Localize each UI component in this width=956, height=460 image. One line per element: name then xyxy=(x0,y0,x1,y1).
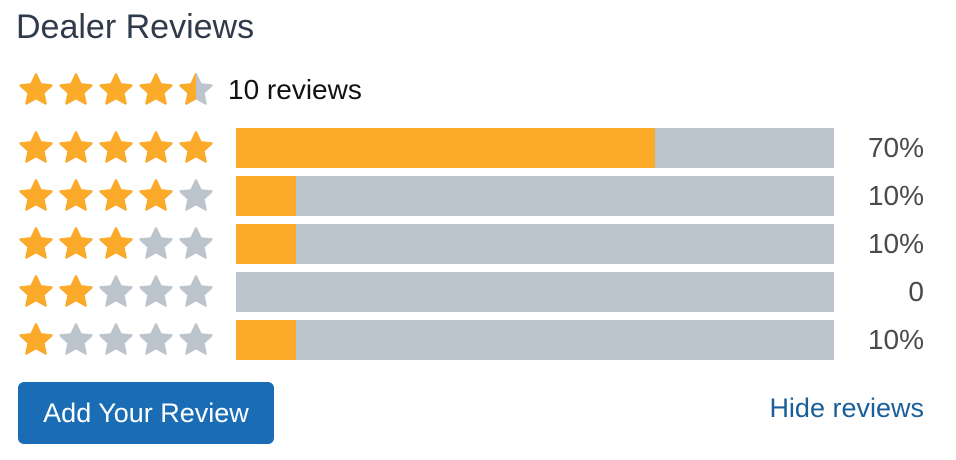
row-star-rating xyxy=(18,274,214,310)
star-empty-icon xyxy=(99,275,133,307)
rating-percentage: 0 xyxy=(908,276,924,307)
star-empty-icon xyxy=(59,323,93,355)
rating-row-1-star: 10% xyxy=(18,318,938,366)
star-empty-icon xyxy=(139,323,173,355)
star-filled-icon xyxy=(139,131,173,163)
rating-bar-3-stars[interactable] xyxy=(236,224,834,264)
rating-bar-5-stars[interactable] xyxy=(236,128,834,168)
star-filled-icon xyxy=(19,179,53,211)
star-filled-icon xyxy=(59,227,93,259)
star-filled-icon xyxy=(19,323,53,355)
rating-breakdown: 70% 10% 10% 0 xyxy=(18,126,938,366)
star-empty-icon xyxy=(179,179,213,211)
star-filled-icon xyxy=(99,131,133,163)
row-star-rating xyxy=(18,178,214,214)
rating-percentage: 10% xyxy=(867,324,924,355)
star-empty-icon xyxy=(139,227,173,259)
rating-bar-fill xyxy=(236,320,296,360)
row-star-rating xyxy=(18,322,214,358)
star-filled-icon xyxy=(139,179,173,211)
star-filled-icon xyxy=(59,179,93,211)
star-empty-icon xyxy=(179,323,213,355)
rating-row-5-stars: 70% xyxy=(18,126,938,174)
add-review-button[interactable]: Add Your Review xyxy=(18,382,274,444)
summary-star-rating xyxy=(18,72,214,108)
star-half-icon xyxy=(179,73,213,105)
star-filled-icon xyxy=(59,131,93,163)
star-filled-icon xyxy=(19,227,53,259)
star-filled-icon xyxy=(19,73,53,105)
star-filled-icon xyxy=(99,179,133,211)
star-filled-icon xyxy=(59,73,93,105)
star-empty-icon xyxy=(179,275,213,307)
star-filled-icon xyxy=(19,131,53,163)
rating-bar-4-stars[interactable] xyxy=(236,176,834,216)
row-star-rating xyxy=(18,226,214,262)
rating-row-4-stars: 10% xyxy=(18,174,938,222)
star-empty-icon xyxy=(99,323,133,355)
star-filled-icon xyxy=(99,227,133,259)
star-filled-icon xyxy=(139,73,173,105)
rating-bar-fill xyxy=(236,128,655,168)
star-empty-icon xyxy=(179,227,213,259)
rating-bar-fill xyxy=(236,224,296,264)
rating-percentage: 10% xyxy=(867,180,924,211)
row-star-rating xyxy=(18,130,214,166)
hide-reviews-link[interactable]: Hide reviews xyxy=(769,393,924,423)
rating-row-2-stars: 0 xyxy=(18,270,938,318)
page-title: Dealer Reviews xyxy=(16,8,255,46)
star-filled-icon xyxy=(179,131,213,163)
rating-summary: 10 reviews xyxy=(18,68,362,112)
star-filled-icon xyxy=(59,275,93,307)
rating-bar-2-stars[interactable] xyxy=(236,272,834,312)
rating-percentage: 10% xyxy=(867,228,924,259)
star-filled-icon xyxy=(99,73,133,105)
rating-percentage: 70% xyxy=(867,132,924,163)
star-empty-icon xyxy=(139,275,173,307)
rating-bar-1-star[interactable] xyxy=(236,320,834,360)
rating-bar-fill xyxy=(236,176,296,216)
star-filled-icon xyxy=(19,275,53,307)
review-count: 10 reviews xyxy=(228,74,362,105)
rating-row-3-stars: 10% xyxy=(18,222,938,270)
